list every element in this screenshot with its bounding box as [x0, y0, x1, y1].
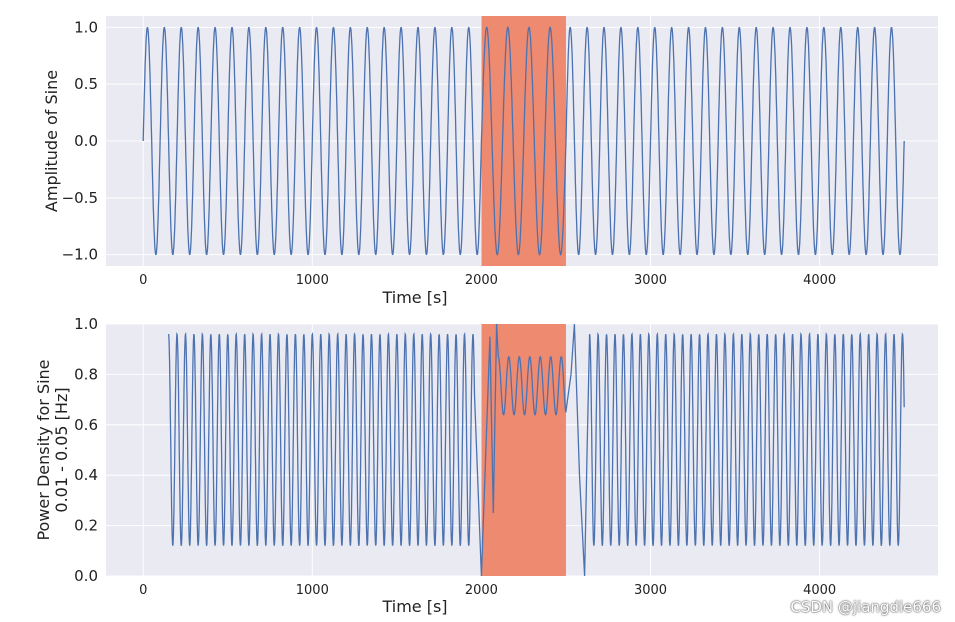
bottom-power-density-line — [167, 323, 905, 577]
y-tick-label-5: 0.0 — [74, 567, 98, 585]
bottom-y-axis-label-line2: 0.01 - 0.05 [Hz] — [52, 387, 71, 512]
y-tick-label-0: 1.0 — [74, 315, 98, 333]
x-tick-label-1: 1000 — [296, 583, 329, 598]
bottom-subplot: 1.0 0.8 0.6 0.4 0.2 0.0 0 1000 2000 3000 4000 Tim… — [34, 315, 938, 616]
top-y-ticks: 1.0 0.5 0.0 −0.5 −1.0 — [62, 18, 98, 263]
x-tick-label-1: 1000 — [296, 273, 329, 288]
top-sine-line — [142, 26, 905, 256]
y-tick-label-3: −0.5 — [62, 189, 98, 207]
top-x-ticks: 0 1000 2000 3000 4000 — [139, 273, 836, 288]
bottom-y-axis-label: Power Density for Sine — [34, 359, 53, 540]
y-tick-label-1: 0.5 — [74, 75, 98, 93]
top-subplot: 1.0 0.5 0.0 −0.5 −1.0 0 1000 2000 3000 4000 Time… — [42, 16, 938, 307]
x-tick-label-0: 0 — [139, 273, 147, 288]
y-tick-label-0: 1.0 — [74, 18, 98, 36]
bottom-x-axis-label: Time [s] — [381, 597, 447, 616]
y-tick-label-1: 0.8 — [74, 365, 98, 383]
y-tick-label-3: 0.4 — [74, 466, 98, 484]
x-tick-label-3: 3000 — [634, 273, 667, 288]
y-tick-label-4: 0.2 — [74, 517, 98, 535]
x-tick-label-0: 0 — [139, 583, 147, 598]
bottom-y-ticks: 1.0 0.8 0.6 0.4 0.2 0.0 — [74, 315, 98, 585]
x-tick-label-4: 4000 — [803, 583, 836, 598]
top-y-axis-label: Amplitude of Sine — [42, 70, 61, 212]
bottom-x-ticks: 0 1000 2000 3000 4000 — [139, 583, 836, 598]
x-tick-label-2: 2000 — [465, 583, 498, 598]
top-x-axis-label: Time [s] — [381, 288, 447, 307]
x-tick-label-3: 3000 — [634, 583, 667, 598]
x-tick-label-4: 4000 — [803, 273, 836, 288]
y-tick-label-4: −1.0 — [62, 246, 98, 264]
y-tick-label-2: 0.0 — [74, 132, 98, 150]
watermark: CSDN @jiangdie666 — [790, 598, 941, 616]
x-tick-label-2: 2000 — [465, 273, 498, 288]
y-tick-label-2: 0.6 — [74, 416, 98, 434]
